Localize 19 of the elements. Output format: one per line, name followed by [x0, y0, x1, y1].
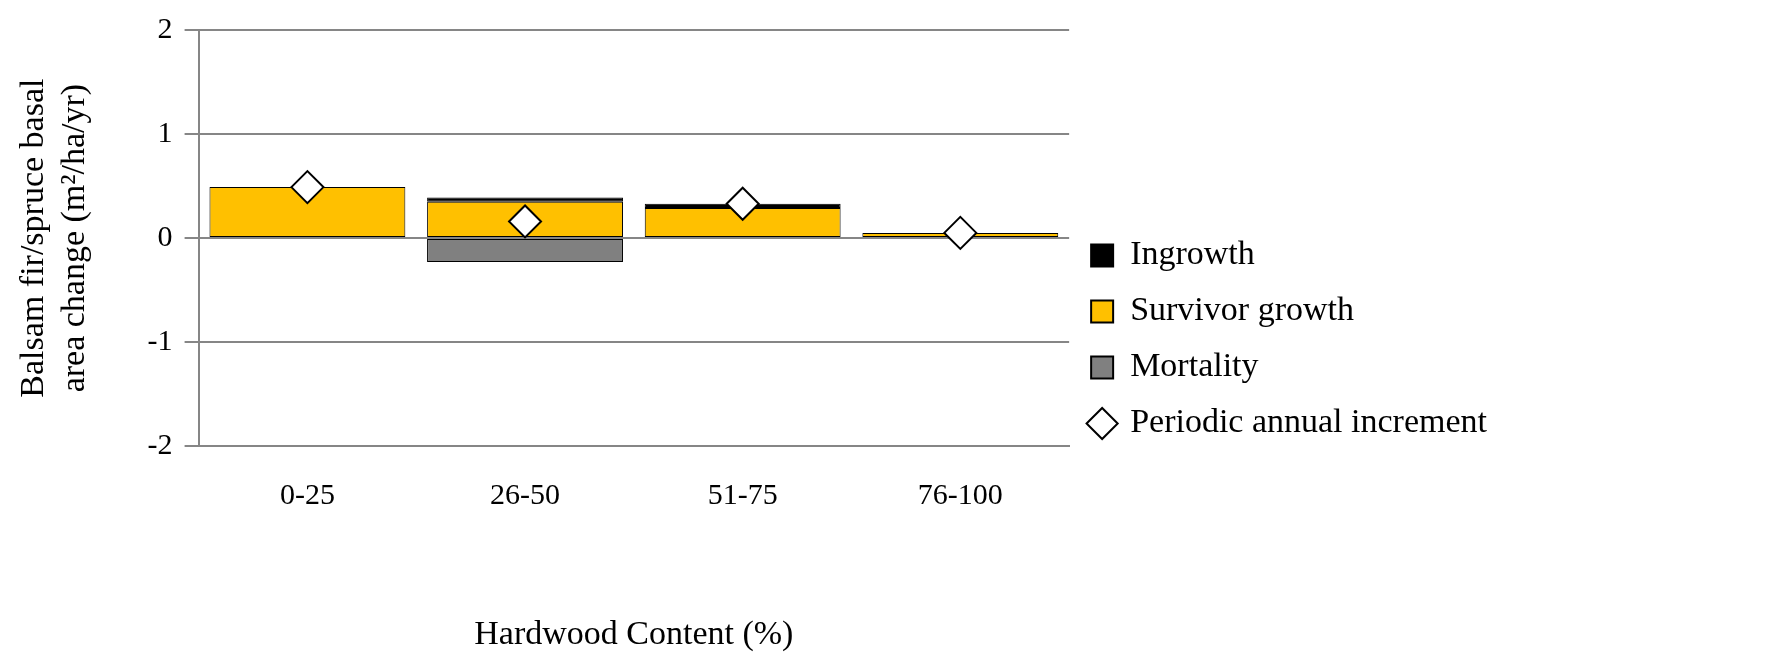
- point: [943, 215, 978, 250]
- legend-label: Mortality: [1130, 346, 1259, 384]
- legend-label: Ingrowth: [1130, 234, 1255, 272]
- y-axis-title: Balsam fir/spruce basal area change (m²/ha/yr): [13, 78, 93, 398]
- point: [290, 170, 325, 205]
- x-tick-label: 51-75: [707, 477, 778, 511]
- y-tick-label: -1: [147, 323, 173, 357]
- legend-label: Periodic annual increment: [1130, 402, 1488, 440]
- x-axis-title: Hardwood Content (%): [474, 613, 794, 652]
- point: [725, 186, 760, 221]
- point: [508, 204, 543, 239]
- y-tick-label: 2: [157, 10, 173, 44]
- x-tick-label: 0-25: [279, 477, 335, 511]
- x-tick-label: 26-50: [490, 477, 561, 511]
- y-tick-label: 0: [157, 218, 173, 252]
- legend-label: Survivor growth: [1130, 290, 1354, 328]
- x-tick-label: 76-100: [917, 477, 1003, 511]
- y-tick-label: -2: [147, 427, 173, 461]
- y-tick-label: 1: [157, 114, 173, 148]
